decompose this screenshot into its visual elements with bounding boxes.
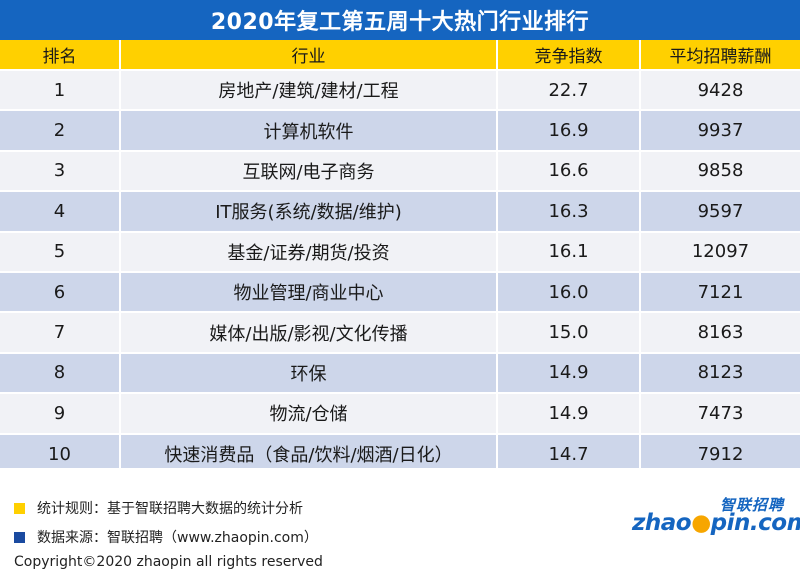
salary-cell: 7912 xyxy=(640,432,800,474)
copyright-text: Copyright©2020 zhaopin all rights reserv… xyxy=(14,554,323,570)
salary-cell: 7121 xyxy=(640,270,800,313)
salary-cell: 9428 xyxy=(640,68,800,111)
table-row: 5 基金/证券/期货/投资 16.1 12097 xyxy=(0,230,800,272)
note-rule-text: 统计规则：基于智联招聘大数据的统计分析 xyxy=(37,501,303,517)
rank-cell: 1 xyxy=(0,68,121,111)
header-index: 竞争指数 xyxy=(497,40,641,70)
note-rule: 统计规则：基于智联招聘大数据的统计分析 xyxy=(14,498,303,518)
industry-cell: 物流/仓储 xyxy=(120,392,498,434)
salary-cell: 7473 xyxy=(640,392,800,434)
rank-cell: 3 xyxy=(0,149,121,192)
table-row: 2 计算机软件 16.9 9937 xyxy=(0,109,800,151)
index-cell: 14.9 xyxy=(497,392,641,434)
index-cell: 16.3 xyxy=(497,190,641,232)
rank-cell: 9 xyxy=(0,392,121,434)
index-cell: 16.9 xyxy=(497,109,641,151)
logo-en-part1: zhao xyxy=(632,510,692,536)
industry-cell: 物业管理/商业中心 xyxy=(120,270,498,313)
salary-cell: 9858 xyxy=(640,149,800,192)
table-row: 8 环保 14.9 8123 xyxy=(0,351,800,394)
salary-cell: 8163 xyxy=(640,311,800,353)
rank-cell: 2 xyxy=(0,109,121,151)
industry-cell: 计算机软件 xyxy=(120,109,498,151)
rank-cell: 6 xyxy=(0,270,121,313)
header-salary: 平均招聘薪酬 xyxy=(640,40,800,70)
logo-en-text: zhao●pin.com xyxy=(632,510,800,536)
rank-cell: 5 xyxy=(0,230,121,272)
ranking-table: 排名 行业 竞争指数 平均招聘薪酬 1 房地产/建筑/建材/工程 22.7 94… xyxy=(0,40,800,474)
logo-cn-text: 智联招聘 xyxy=(719,496,784,514)
table-row: 1 房地产/建筑/建材/工程 22.7 9428 xyxy=(0,68,800,111)
index-cell: 22.7 xyxy=(497,68,641,111)
index-cell: 14.9 xyxy=(497,351,641,394)
table-row: 10 快速消费品（食品/饮料/烟酒/日化） 14.7 7912 xyxy=(0,432,800,474)
index-cell: 16.1 xyxy=(497,230,641,272)
page-title: 2020年复工第五周十大热门行业排行 xyxy=(210,10,590,35)
table-row: 9 物流/仓储 14.9 7473 xyxy=(0,392,800,434)
yellow-square-icon xyxy=(14,502,25,514)
rank-cell: 7 xyxy=(0,311,121,353)
header-industry: 行业 xyxy=(120,40,498,70)
industry-cell: 基金/证券/期货/投资 xyxy=(120,230,498,272)
title-bar: 2020年复工第五周十大热门行业排行 xyxy=(0,0,800,40)
table-row: 7 媒体/出版/影视/文化传播 15.0 8163 xyxy=(0,311,800,353)
industry-cell: IT服务(系统/数据/维护) xyxy=(120,190,498,232)
index-cell: 16.0 xyxy=(497,270,641,313)
zhaopin-logo: 智联招聘 zhao●pin.com xyxy=(632,494,800,540)
rank-cell: 10 xyxy=(0,432,121,474)
industry-cell: 房地产/建筑/建材/工程 xyxy=(120,68,498,111)
header-rank: 排名 xyxy=(0,40,121,70)
note-source-text: 数据来源：智联招聘（www.zhaopin.com） xyxy=(37,530,318,546)
index-cell: 15.0 xyxy=(497,311,641,353)
footer: 统计规则：基于智联招聘大数据的统计分析 数据来源：智联招聘（www.zhaopi… xyxy=(0,468,800,579)
index-cell: 16.6 xyxy=(497,149,641,192)
logo-en-part2: pin.com xyxy=(710,510,800,536)
logo-o-accent-icon: ● xyxy=(691,510,711,536)
salary-cell: 9937 xyxy=(640,109,800,151)
industry-cell: 快速消费品（食品/饮料/烟酒/日化） xyxy=(120,432,498,474)
salary-cell: 9597 xyxy=(640,190,800,232)
rank-cell: 8 xyxy=(0,351,121,394)
table-row: 6 物业管理/商业中心 16.0 7121 xyxy=(0,270,800,313)
table-header-row: 排名 行业 竞争指数 平均招聘薪酬 xyxy=(0,40,800,70)
note-source: 数据来源：智联招聘（www.zhaopin.com） xyxy=(14,527,318,547)
table-row: 4 IT服务(系统/数据/维护) 16.3 9597 xyxy=(0,190,800,232)
blue-square-icon xyxy=(14,531,25,543)
salary-cell: 8123 xyxy=(640,351,800,394)
table-row: 3 互联网/电子商务 16.6 9858 xyxy=(0,149,800,192)
industry-cell: 媒体/出版/影视/文化传播 xyxy=(120,311,498,353)
industry-cell: 环保 xyxy=(120,351,498,394)
index-cell: 14.7 xyxy=(497,432,641,474)
salary-cell: 12097 xyxy=(640,230,800,272)
rank-cell: 4 xyxy=(0,190,121,232)
industry-cell: 互联网/电子商务 xyxy=(120,149,498,192)
